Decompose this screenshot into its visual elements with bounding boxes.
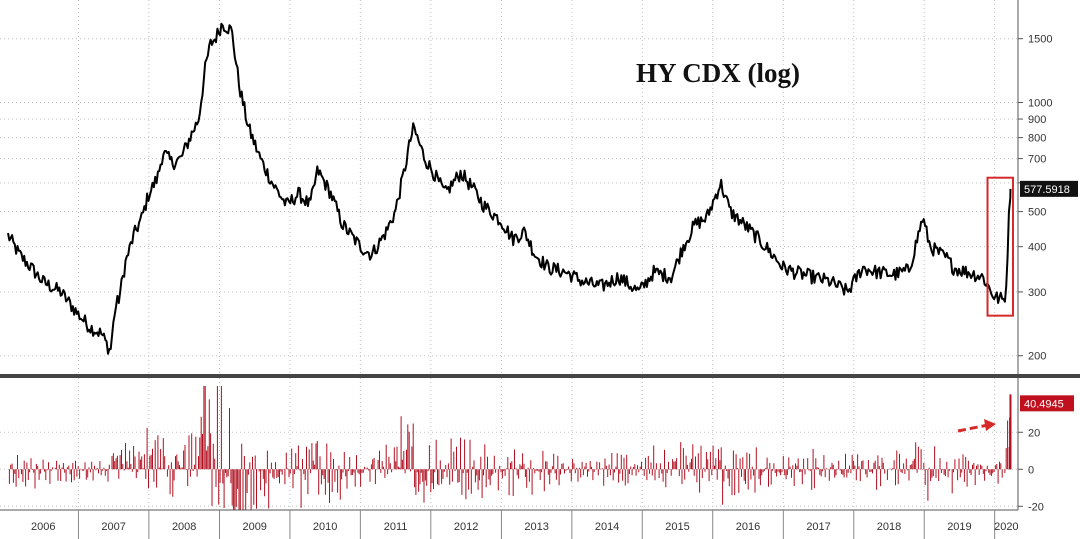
time-axis: 2006 2007 2008 2009 2010 2011 2012 2013 2014 2015… [0, 509, 1019, 539]
y-tick-label: 500 [1028, 207, 1046, 219]
x-tick-label: 2008 [172, 521, 196, 533]
y-tick-label: 900 [1028, 114, 1046, 126]
change-panel-y-axis: -20 0 20 [1017, 378, 1044, 513]
change-last-value-label: 40.4945 [1024, 398, 1064, 410]
price-panel-y-axis: 200 300 400 500 700 800 900 1000 1500 [1017, 0, 1052, 374]
recent-spike-highlight [986, 176, 1014, 317]
last-value-badge: 577.5918 [1020, 180, 1078, 197]
chart-title: HY CDX (log) [636, 58, 800, 88]
y-tick-label: 1500 [1028, 34, 1052, 46]
change-panel-grid [0, 378, 1018, 510]
spike-arrow-head [984, 419, 996, 431]
x-tick-label: 2017 [806, 521, 830, 533]
y-tick-label: 800 [1028, 133, 1046, 145]
y-tick-label: -20 [1028, 501, 1044, 513]
y-tick-label: 400 [1028, 242, 1046, 254]
x-tick-label: 2009 [242, 521, 266, 533]
x-tick-label: 2006 [31, 521, 55, 533]
y-tick-label: 1000 [1028, 97, 1052, 109]
x-tick-label: 2015 [665, 521, 689, 533]
x-tick-label: 2011 [384, 521, 408, 533]
spike-arrow-shaft [957, 423, 989, 433]
x-tick-label: 2014 [595, 521, 619, 533]
last-value-badge-bg [1020, 180, 1078, 197]
change-last-value-badge: 40.4945 [1020, 395, 1074, 412]
x-tick-label: 2007 [101, 521, 125, 533]
y-tick-label: 300 [1028, 287, 1046, 299]
y-tick-label: 20 [1028, 427, 1040, 439]
hy-cdx-line [7, 22, 1012, 355]
x-tick-label: 2010 [313, 521, 337, 533]
change-bars [8, 386, 1009, 510]
x-tick-label: 2019 [947, 521, 971, 533]
panel-divider [0, 374, 1080, 378]
spike-arrow-icon [957, 419, 996, 433]
y-tick-label: 200 [1028, 351, 1046, 363]
change-spike [1008, 394, 1012, 470]
last-value-label: 577.5918 [1024, 184, 1070, 196]
change-last-value-badge-bg [1020, 395, 1074, 412]
y-tick-label: 0 [1028, 464, 1034, 476]
x-tick-label: 2012 [454, 521, 478, 533]
x-tick-label: 2020 [994, 521, 1018, 533]
x-tick-label: 2016 [736, 521, 760, 533]
y-tick-label: 700 [1028, 154, 1046, 166]
x-tick-label: 2018 [877, 521, 901, 533]
x-tick-label: 2013 [524, 521, 548, 533]
